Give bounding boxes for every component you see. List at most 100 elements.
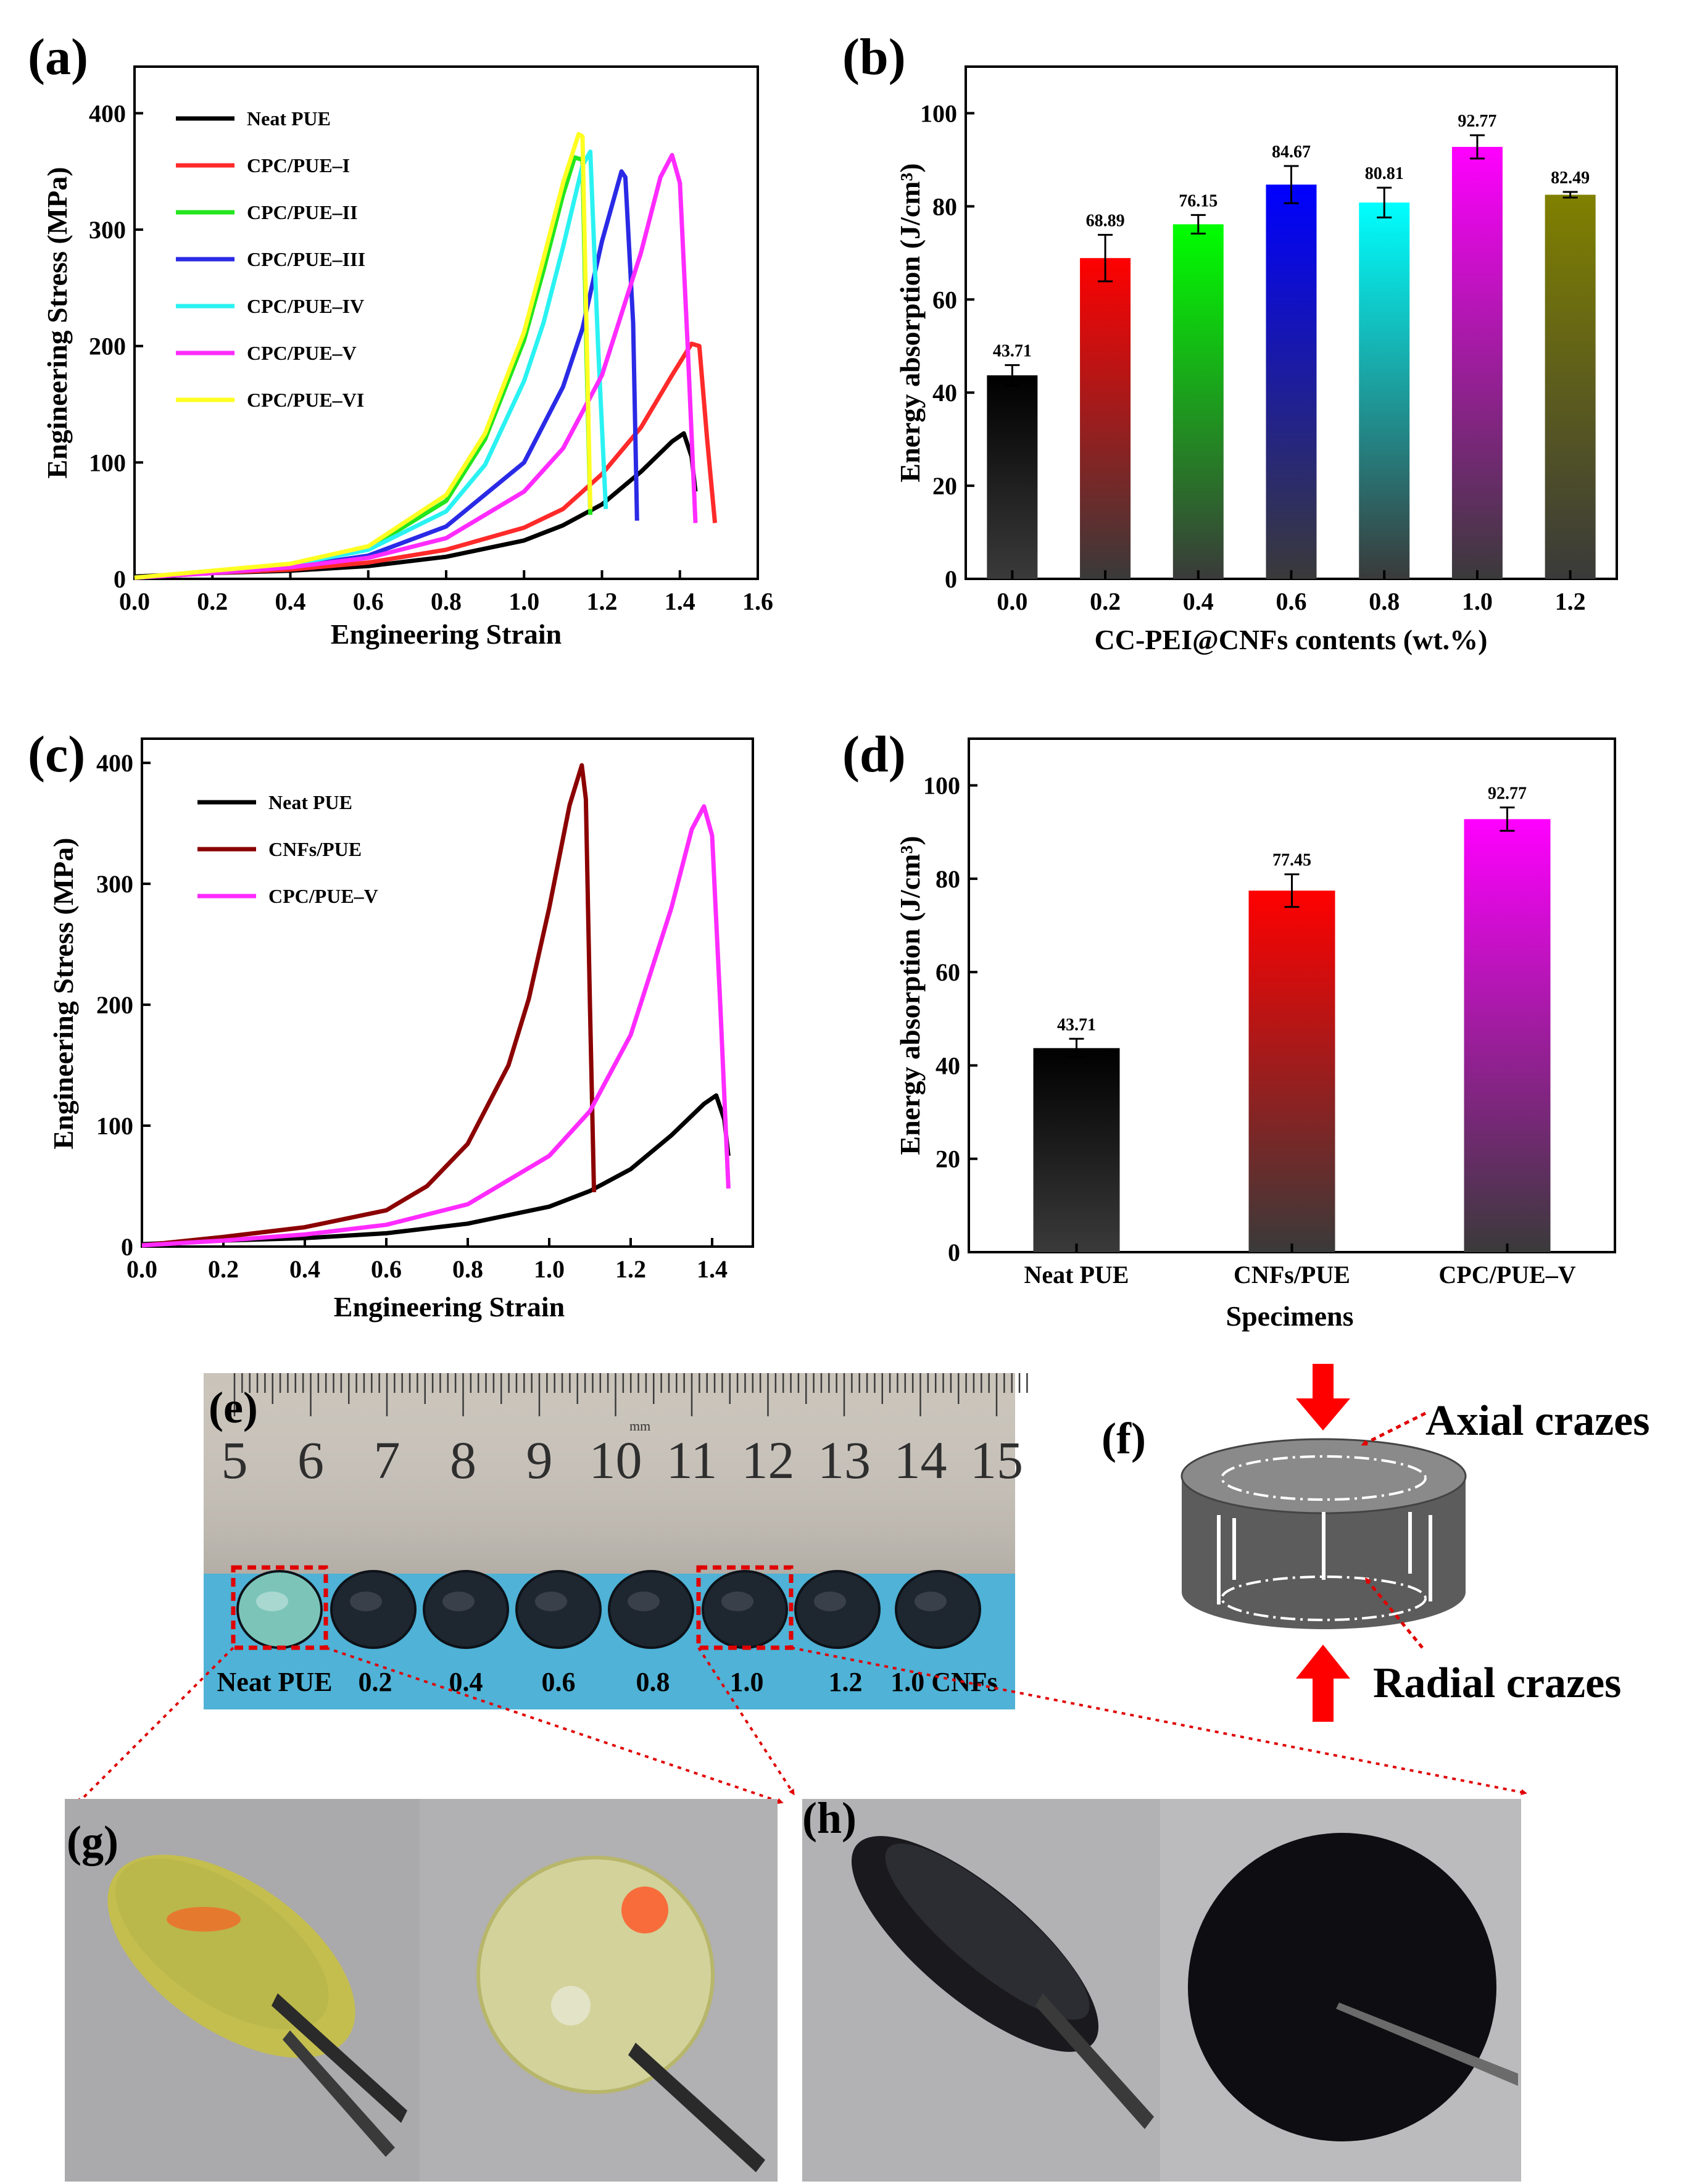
chart-d-bars: 43.71 Neat PUE 77.45 CNFs/PUE 92.77 CPC/PUE–V <box>1024 784 1576 1289</box>
data-label: 82.49 <box>1551 168 1590 188</box>
sample-reflection <box>442 1592 475 1611</box>
compression-arrow-top-head <box>1296 1398 1350 1430</box>
panel-h-photos: (h) <box>802 1793 1521 2182</box>
bar <box>1080 258 1131 579</box>
tweezers <box>628 2043 765 2172</box>
y-tick-label: 0 <box>945 565 957 593</box>
legend-label: CPC/PUE–II <box>247 201 358 223</box>
panel-e-photo: 5 6 7 8 9 10 11 12 13 14 15 mm Neat PUE 0.2 0.4 0.6 0.… <box>204 1373 1028 1709</box>
sample-label: 1.0 <box>730 1667 764 1697</box>
sample-label: 0.2 <box>359 1667 392 1697</box>
y-tick-label: 80 <box>936 865 960 893</box>
ruler-number: 9 <box>526 1430 553 1490</box>
connector-arrow <box>325 1646 784 1804</box>
chart-c-stress-strain: 0.0 0.2 0.4 0.6 0.8 1.0 1.2 1.4 0 100 200 300 400 N… <box>48 737 754 1322</box>
legend-label: CPC/PUE–III <box>247 248 365 270</box>
x-tick-label: 0.8 <box>431 588 462 615</box>
ruler-ticks <box>233 1373 1028 1416</box>
y-tick-label: 40 <box>932 379 957 407</box>
y-tick-label: 400 <box>89 99 126 127</box>
series-line <box>141 804 731 1248</box>
legend-label: CPC/PUE–IV <box>247 295 364 317</box>
data-label: 84.67 <box>1272 143 1311 162</box>
panel-label-c: (c) <box>28 726 85 783</box>
series-line <box>134 152 698 580</box>
x-tick-label: 0.4 <box>289 1255 320 1283</box>
chart-c-frame <box>141 737 754 1248</box>
laser-spot <box>621 1887 668 1933</box>
axial-crazes-label: Axial crazes <box>1425 1397 1649 1445</box>
x-tick-label: 1.6 <box>742 588 773 615</box>
series-line <box>134 155 593 580</box>
sample-label: 1.2 <box>829 1667 863 1697</box>
ruler-number: 11 <box>666 1430 718 1490</box>
tweezers <box>272 1993 407 2123</box>
x-tick-label: 1.2 <box>587 588 618 615</box>
tweezers <box>1336 2003 1518 2086</box>
series-line <box>134 341 718 580</box>
x-tick-label: 1.4 <box>665 588 695 615</box>
sample-disk <box>895 1570 981 1649</box>
bar <box>1545 194 1596 579</box>
data-label: 77.45 <box>1272 851 1311 870</box>
x-tick-label: 0.0 <box>119 588 150 615</box>
x-tick-label: Neat PUE <box>1024 1261 1129 1289</box>
legend-label: Neat PUE <box>268 791 352 813</box>
sample-labels: Neat PUE 0.2 0.4 0.6 0.8 1.0 1.2 1.0 CNFs <box>217 1667 998 1697</box>
highlight-box-1-0 <box>696 1565 794 1650</box>
neat-pue-disk-face <box>476 1856 715 2094</box>
axial-craze-ring-top <box>1221 1455 1427 1501</box>
chart-c-lines <box>141 763 731 1248</box>
ruler-number: 6 <box>297 1430 324 1490</box>
photo-connectors <box>77 1646 1527 1804</box>
x-tick-label: 0.6 <box>353 588 384 615</box>
bar <box>987 375 1038 579</box>
y-tick-label: 100 <box>923 772 960 800</box>
x-tick-label: 0.8 <box>452 1255 483 1283</box>
x-tick-label: 0.6 <box>371 1255 402 1283</box>
chart-b-bars: 43.71 0.0 68.89 0.2 76.15 0.4 84.67 0.6 80.81 0.8… <box>987 112 1596 615</box>
y-tick-label: 300 <box>96 870 133 898</box>
legend-label: CNFs/PUE <box>268 838 362 860</box>
y-tick-label: 200 <box>96 991 133 1019</box>
radial-craze-ring-bottom <box>1221 1576 1427 1621</box>
chart-c-yticks: 0 100 200 300 400 <box>96 749 151 1261</box>
x-tick-label: 1.0 <box>508 588 539 615</box>
chart-b-xlabel: CC-PEI@CNFs contents (wt.%) <box>1095 624 1488 655</box>
data-label: 92.77 <box>1458 112 1496 131</box>
x-tick-label: 0.0 <box>997 588 1027 615</box>
data-label: 92.77 <box>1488 784 1527 803</box>
chart-c-xlabel: Engineering Strain <box>334 1291 565 1322</box>
panel-label-e: (e) <box>209 1383 258 1432</box>
chart-a-legend: Neat PUE CPC/PUE–I CPC/PUE–II CPC/PUE–III CP… <box>176 107 365 411</box>
x-tick-label: 0.2 <box>1090 588 1121 615</box>
chart-c-ylabel: Engineering Stress (MPa) <box>48 837 79 1149</box>
compression-arrow-top-shaft <box>1313 1364 1334 1400</box>
chart-c-legend: Neat PUE CNFs/PUE CPC/PUE–V <box>197 791 378 907</box>
legend-label: CPC/PUE–V <box>247 342 357 364</box>
compression-arrow-bottom-head <box>1296 1645 1350 1679</box>
chart-a-xlabel: Engineering Strain <box>331 618 562 650</box>
panel-label-a: (a) <box>28 28 88 86</box>
series-line <box>134 169 639 580</box>
y-tick-label: 60 <box>936 958 960 986</box>
y-tick-label: 400 <box>96 749 133 777</box>
legend-label: CPC/PUE–V <box>268 885 378 907</box>
panel-label-d: (d) <box>842 726 906 783</box>
cylinder-top <box>1180 1438 1467 1514</box>
series-line <box>141 1093 731 1247</box>
chart-c-xticks: 0.0 0.2 0.4 0.6 0.8 1.0 1.2 1.4 <box>127 1238 728 1283</box>
highlight-box-neat <box>231 1565 328 1650</box>
panel-label-b: (b) <box>842 28 906 86</box>
chart-b-yticks: 0 20 40 60 80 100 <box>920 99 974 593</box>
connector-arrow <box>790 1646 1527 1795</box>
cpc-pue-disk-face <box>1188 1833 1496 2141</box>
chart-b-energy-bars: 0 20 40 60 80 100 43.71 0.0 68.89 0.2 76.15 0.4 84.… <box>894 65 1618 655</box>
compression-arrow-bottom-shaft <box>1313 1677 1334 1722</box>
bar <box>1033 1048 1120 1252</box>
x-tick-label: 1.4 <box>697 1255 728 1283</box>
data-label: 68.89 <box>1086 211 1125 230</box>
x-tick-label: 0.6 <box>1276 588 1307 615</box>
legend-label: CPC/PUE–VI <box>247 389 364 411</box>
